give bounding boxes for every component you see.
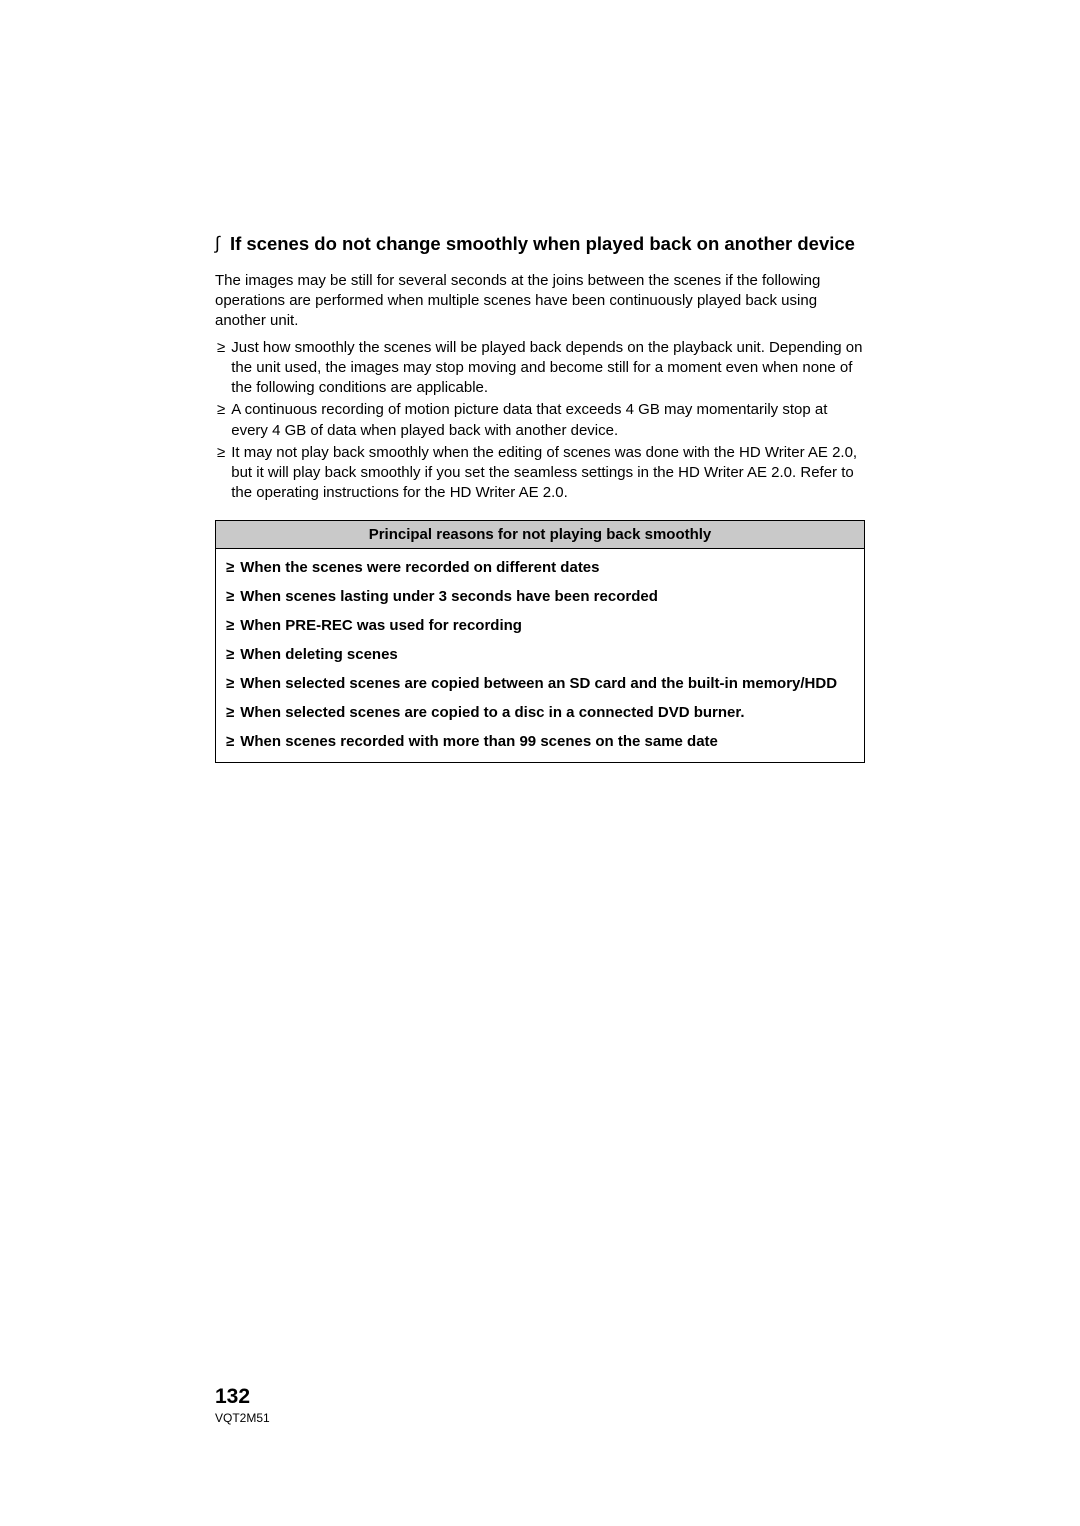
reason-text: When the scenes were recorded on differe… xyxy=(240,557,854,578)
bullet-item: ≥ Just how smoothly the scenes will be p… xyxy=(215,338,865,399)
reasons-table: Principal reasons for not playing back s… xyxy=(215,520,865,763)
reason-text: When selected scenes are copied between … xyxy=(240,673,854,694)
heading-marker-icon: ∫ xyxy=(215,232,220,255)
bullet-text: A continuous recording of motion picture… xyxy=(231,400,865,441)
bullet-item: ≥ It may not play back smoothly when the… xyxy=(215,443,865,504)
reason-text: When PRE-REC was used for recording xyxy=(240,615,854,636)
table-row: ≥ When selected scenes are copied to a d… xyxy=(226,702,854,723)
document-code: VQT2M51 xyxy=(215,1411,270,1425)
table-row: ≥ When the scenes were recorded on diffe… xyxy=(226,557,854,578)
bullet-icon: ≥ xyxy=(226,731,234,752)
table-row: ≥ When scenes lasting under 3 seconds ha… xyxy=(226,586,854,607)
bullet-icon: ≥ xyxy=(215,400,225,420)
reason-text: When scenes lasting under 3 seconds have… xyxy=(240,586,854,607)
page-content: ∫ If scenes do not change smoothly when … xyxy=(215,232,865,763)
reason-text: When selected scenes are copied to a dis… xyxy=(240,702,854,723)
reason-text: When scenes recorded with more than 99 s… xyxy=(240,731,854,752)
section-heading: ∫ If scenes do not change smoothly when … xyxy=(215,232,865,257)
bullet-icon: ≥ xyxy=(226,586,234,607)
table-body: ≥ When the scenes were recorded on diffe… xyxy=(216,549,864,762)
bullet-icon: ≥ xyxy=(215,338,225,358)
bullet-icon: ≥ xyxy=(226,673,234,694)
bullet-item: ≥ A continuous recording of motion pictu… xyxy=(215,400,865,441)
bullet-icon: ≥ xyxy=(226,702,234,723)
table-row: ≥ When deleting scenes xyxy=(226,644,854,665)
heading-text: If scenes do not change smoothly when pl… xyxy=(230,232,855,257)
bullet-text: Just how smoothly the scenes will be pla… xyxy=(231,338,865,399)
bullet-icon: ≥ xyxy=(215,443,225,463)
reason-text: When deleting scenes xyxy=(240,644,854,665)
page-number: 132 xyxy=(215,1385,270,1409)
bullet-icon: ≥ xyxy=(226,557,234,578)
intro-paragraph: The images may be still for several seco… xyxy=(215,271,865,332)
bullet-text: It may not play back smoothly when the e… xyxy=(231,443,865,504)
table-header: Principal reasons for not playing back s… xyxy=(216,521,864,549)
page-footer: 132 VQT2M51 xyxy=(215,1385,270,1425)
table-row: ≥ When selected scenes are copied betwee… xyxy=(226,673,854,694)
bullet-icon: ≥ xyxy=(226,615,234,636)
table-row: ≥ When scenes recorded with more than 99… xyxy=(226,731,854,752)
table-row: ≥ When PRE-REC was used for recording xyxy=(226,615,854,636)
bullet-icon: ≥ xyxy=(226,644,234,665)
